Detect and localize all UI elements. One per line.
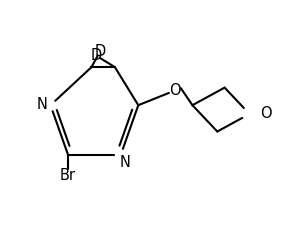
- Text: O: O: [260, 106, 272, 122]
- Text: O: O: [169, 83, 181, 98]
- Text: N: N: [36, 97, 47, 112]
- Text: D: D: [94, 44, 106, 58]
- Text: Br: Br: [60, 168, 76, 183]
- Text: D: D: [90, 48, 101, 63]
- Text: N: N: [119, 155, 130, 170]
